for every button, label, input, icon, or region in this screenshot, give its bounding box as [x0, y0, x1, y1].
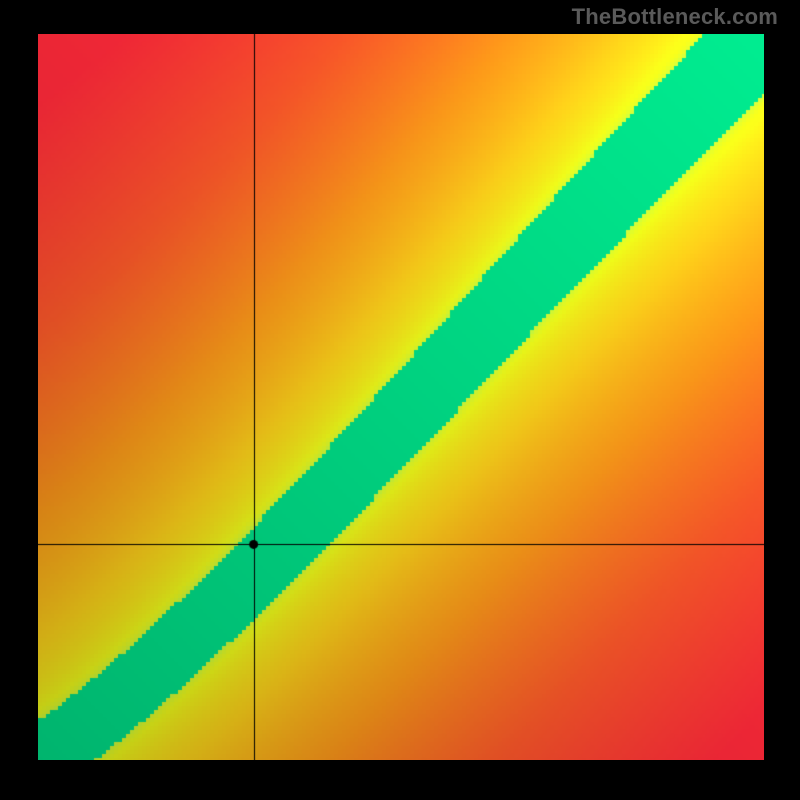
chart-container: TheBottleneck.com	[0, 0, 800, 800]
watermark-text: TheBottleneck.com	[572, 4, 778, 30]
bottleneck-heatmap	[38, 34, 764, 760]
